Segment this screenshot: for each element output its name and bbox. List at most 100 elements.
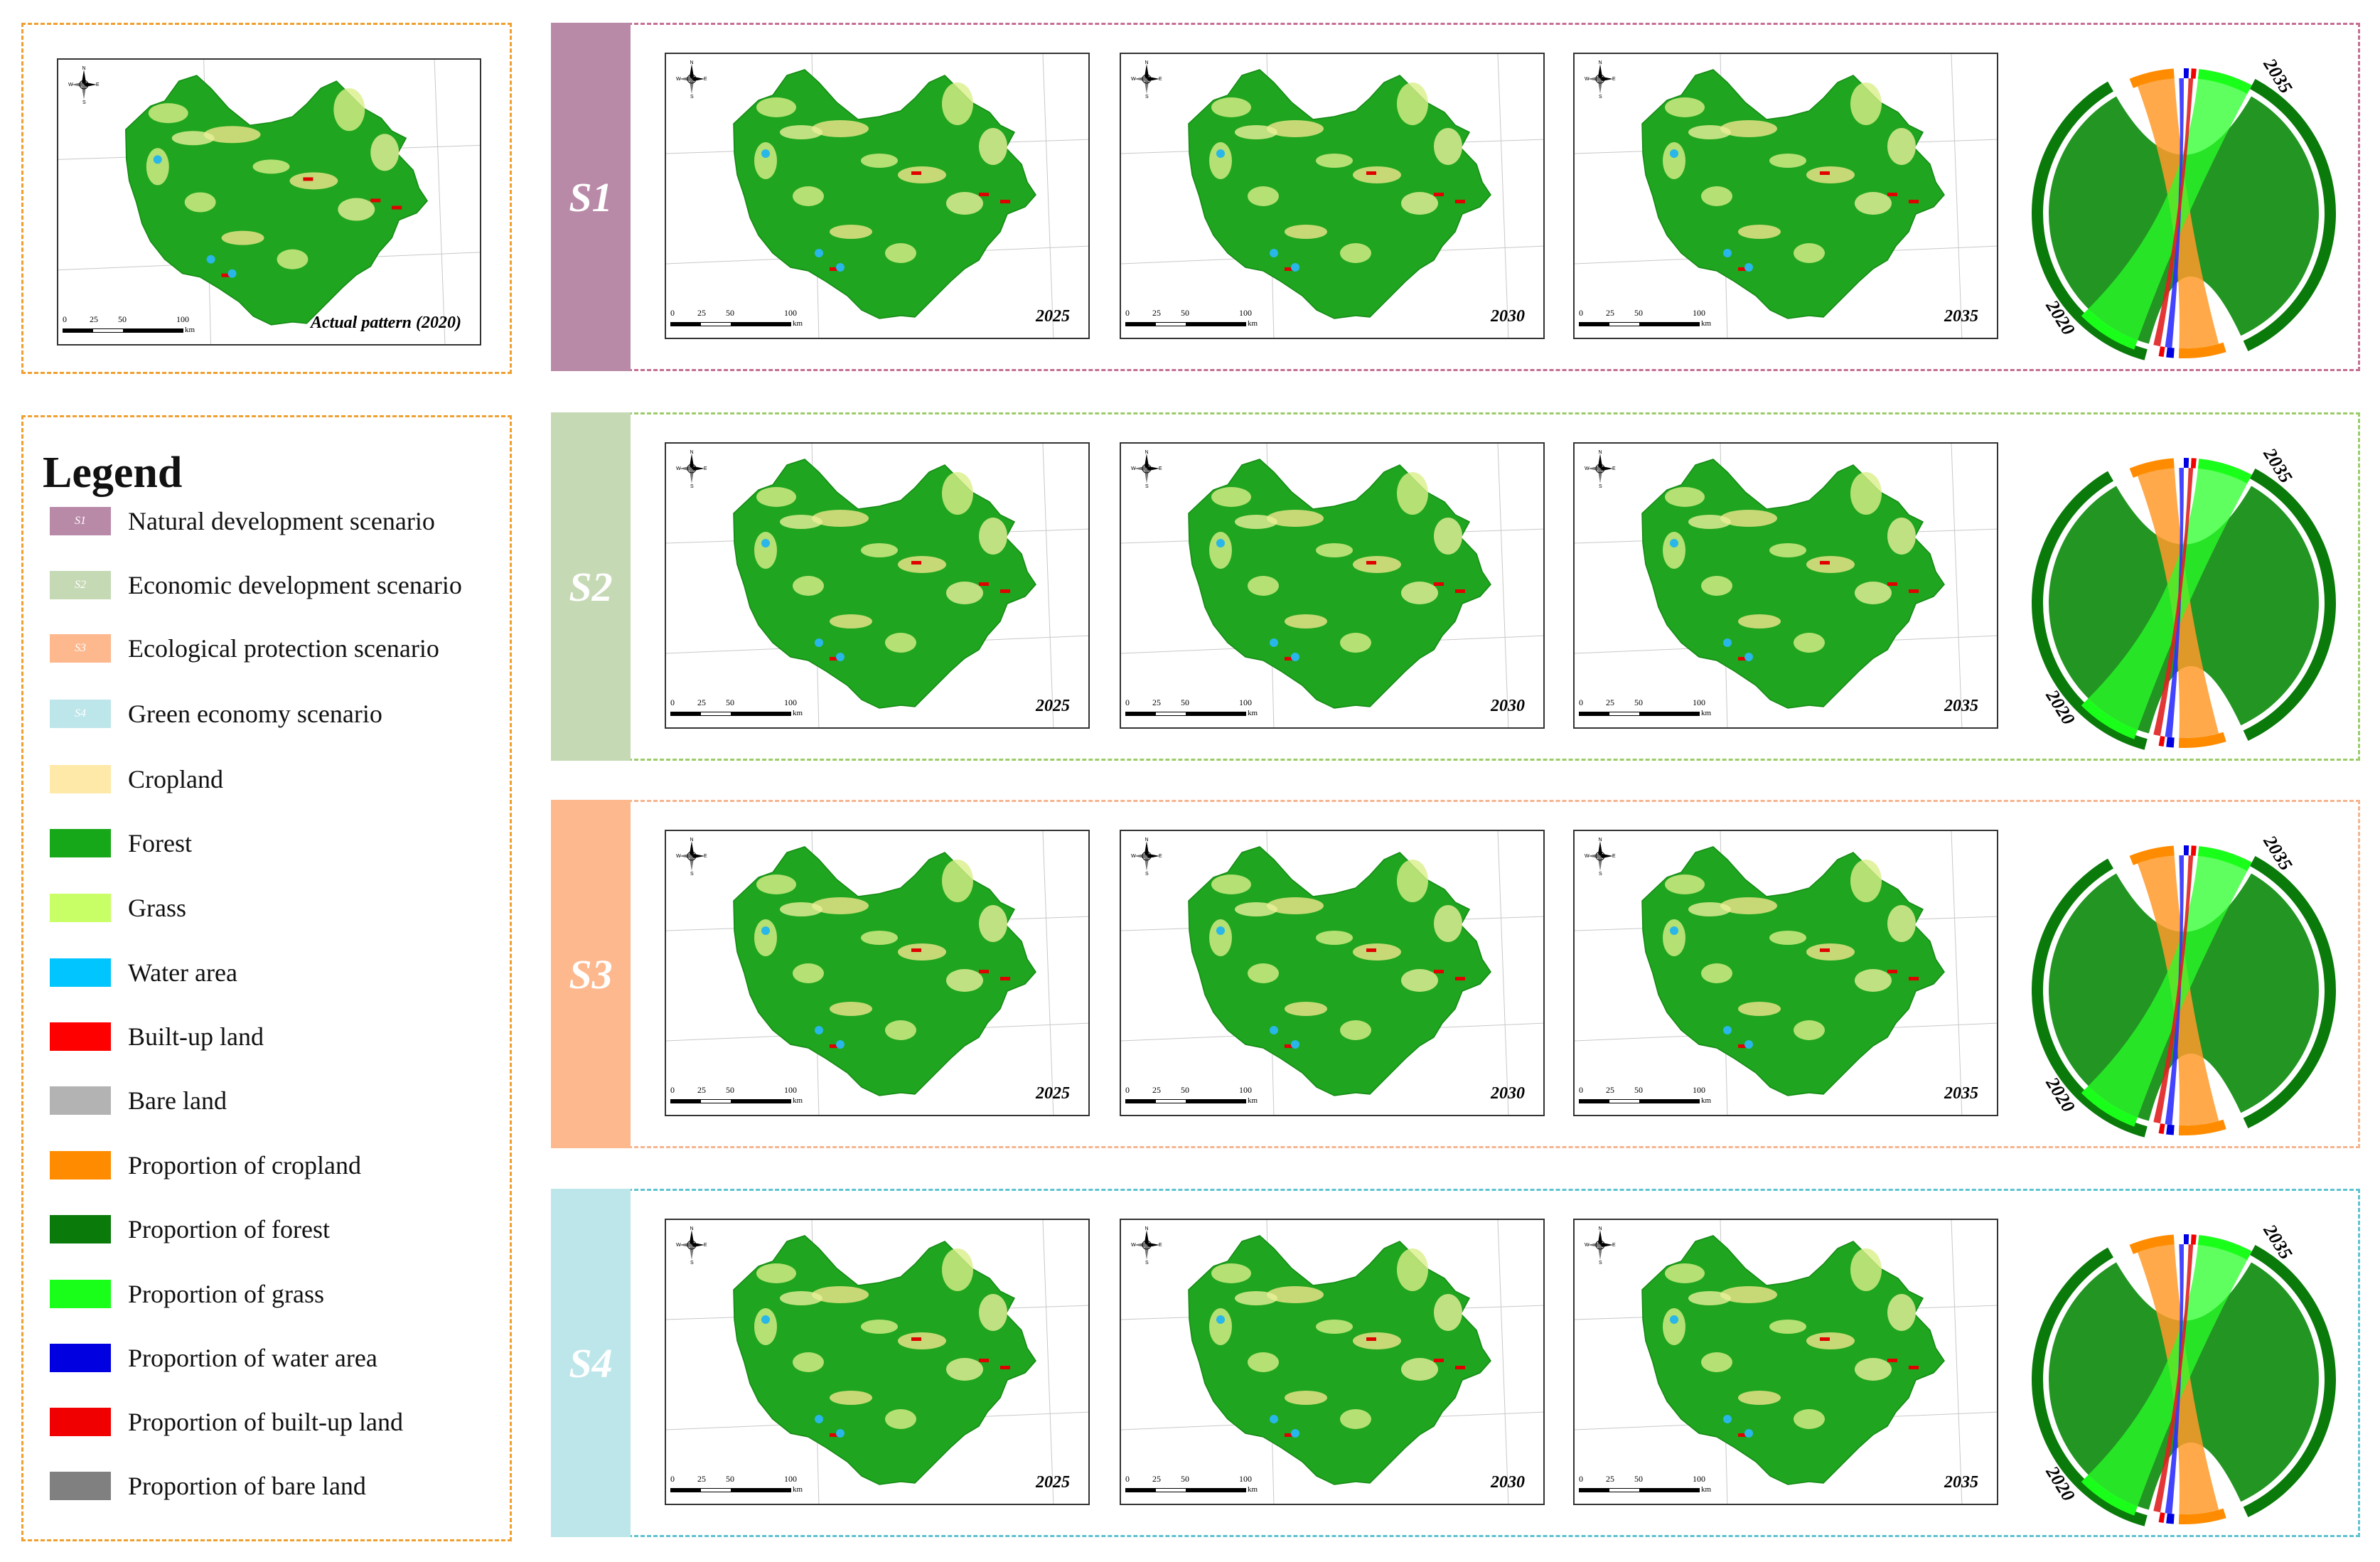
scale-bar-graphic	[1579, 712, 1700, 716]
legend-item: Cropland	[50, 761, 223, 798]
scale-tick-label: 100	[176, 314, 189, 324]
scale-unit: km	[1248, 1096, 1258, 1105]
legend-item: Forest	[50, 825, 192, 862]
map-year-label: 2025	[1036, 1084, 1070, 1103]
legend-label: Cropland	[128, 765, 223, 793]
svg-text:W: W	[676, 854, 681, 859]
scale-tick-label: 25	[1606, 308, 1614, 318]
legend-item: S4 Green economy scenario	[50, 695, 382, 732]
legend-panel	[21, 415, 512, 1541]
svg-text:W: W	[676, 466, 681, 471]
svg-text:N: N	[690, 1226, 694, 1231]
svg-text:N: N	[1599, 838, 1602, 842]
svg-text:E: E	[704, 77, 707, 82]
scale-tick-label: 100	[1693, 308, 1705, 318]
scale-unit: km	[185, 326, 195, 334]
scale-tick-label: 25	[1152, 697, 1161, 707]
legend-item: Grass	[50, 889, 186, 926]
scale-bar-graphic	[670, 1099, 791, 1103]
scale-tick-label: 100	[784, 697, 797, 707]
legend-label: Grass	[128, 894, 186, 922]
scale-tick-label: 50	[1181, 697, 1189, 707]
actual-pattern-map: N S W E 0 25 50 100 km Actual pattern (2020)	[57, 58, 481, 346]
svg-text:N: N	[1145, 838, 1149, 842]
legend-item: Proportion of bare land	[50, 1467, 366, 1504]
scenario-map: N S W E 0 25 50 100 km 2035	[1573, 830, 1998, 1116]
svg-text:W: W	[1131, 77, 1136, 82]
svg-text:W: W	[1131, 854, 1136, 859]
scale-tick-label: 50	[1181, 1085, 1189, 1095]
scale-bar: 0 25 50 100 km	[670, 1085, 805, 1111]
scale-tick-label: 50	[1634, 1085, 1643, 1095]
scale-tick-label: 0	[1579, 697, 1583, 707]
svg-text:W: W	[68, 82, 73, 87]
scale-tick-label: 100	[784, 308, 797, 318]
svg-text:N: N	[1145, 1226, 1149, 1231]
svg-text:E: E	[96, 82, 100, 87]
scale-tick-label: 25	[697, 1474, 706, 1484]
scale-tick-label: 0	[1125, 1085, 1130, 1095]
legend-item: S2 Economic development scenario	[50, 567, 462, 604]
map-year-label: 2035	[1944, 1473, 1978, 1492]
map-year-label: 2035	[1944, 307, 1978, 326]
scale-tick-label: 100	[1239, 308, 1252, 318]
scale-tick-label: 0	[670, 1085, 675, 1095]
scenario-label-bar: S3	[551, 800, 631, 1148]
compass-icon: N S W E	[1585, 60, 1616, 98]
svg-text:W: W	[1585, 1243, 1590, 1248]
scale-tick-label: 0	[1579, 308, 1583, 318]
svg-text:N: N	[1145, 60, 1149, 65]
scale-tick-label: 50	[118, 314, 127, 324]
scale-bar: 0 25 50 100 km	[63, 314, 198, 340]
svg-text:N: N	[690, 450, 694, 455]
scale-tick-label: 100	[1693, 1085, 1705, 1095]
scale-tick-label: 0	[63, 314, 67, 324]
transition-chord-diagram	[2027, 57, 2340, 370]
scale-tick-label: 25	[1606, 1085, 1614, 1095]
legend-swatch	[50, 1215, 111, 1243]
svg-text:S: S	[1599, 95, 1602, 98]
map-year-label: 2025	[1036, 697, 1070, 715]
scale-tick-label: 50	[726, 1085, 734, 1095]
scale-bar-graphic	[670, 712, 791, 716]
svg-text:E: E	[1159, 77, 1162, 82]
svg-text:E: E	[1612, 1243, 1616, 1248]
svg-text:N: N	[1599, 1226, 1602, 1231]
scale-tick-label: 100	[784, 1085, 797, 1095]
compass-icon: N S W E	[1131, 449, 1162, 488]
scenario-map: N S W E 0 25 50 100 km 2030	[1120, 53, 1545, 339]
scenario-label-bar: S1	[551, 23, 631, 371]
scale-unit: km	[793, 319, 803, 328]
legend-label: Proportion of grass	[128, 1280, 324, 1308]
legend-label: Economic development scenario	[128, 571, 462, 599]
legend-swatch: S3	[50, 634, 111, 663]
transition-chord-diagram	[2027, 1223, 2340, 1536]
map-year-label: 2030	[1491, 697, 1525, 715]
scale-bar-graphic	[1125, 712, 1246, 716]
compass-icon: N S W E	[1131, 837, 1162, 875]
svg-text:N: N	[1599, 450, 1602, 455]
scale-bar-graphic	[1125, 322, 1246, 326]
svg-text:W: W	[1131, 466, 1136, 471]
svg-text:E: E	[704, 466, 707, 471]
scale-tick-label: 50	[1634, 308, 1643, 318]
scale-bar-graphic	[1579, 1099, 1700, 1103]
scale-tick-label: 50	[1181, 1474, 1189, 1484]
svg-text:W: W	[1585, 77, 1590, 82]
compass-icon: N S W E	[1585, 449, 1616, 488]
map-year-label: 2030	[1491, 1473, 1525, 1492]
svg-text:E: E	[704, 1243, 707, 1248]
svg-text:S: S	[1145, 1261, 1149, 1264]
map-year-label: 2035	[1944, 1084, 1978, 1103]
legend-item: Proportion of water area	[50, 1339, 377, 1376]
scale-bar-graphic	[1579, 1488, 1700, 1492]
legend-item: S1 Natural development scenario	[50, 503, 435, 540]
scale-tick-label: 25	[1606, 1474, 1614, 1484]
legend-label: Built-up land	[128, 1022, 264, 1051]
svg-text:S: S	[690, 95, 694, 98]
svg-text:W: W	[676, 77, 681, 82]
scale-unit: km	[793, 1096, 803, 1105]
scale-tick-label: 100	[784, 1474, 797, 1484]
scale-bar-graphic	[1125, 1099, 1246, 1103]
svg-text:S: S	[690, 1261, 694, 1264]
